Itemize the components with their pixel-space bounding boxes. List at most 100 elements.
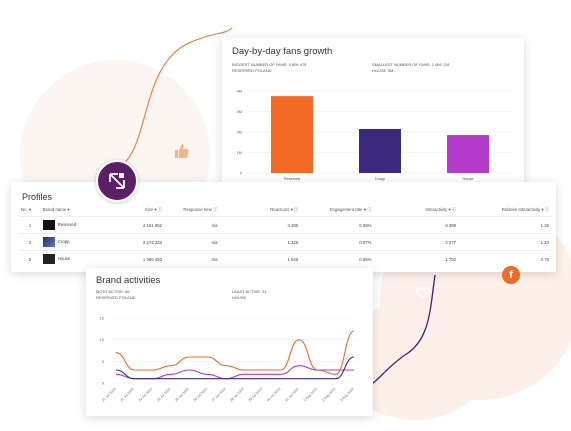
x-tick-label: Reserved [284,177,300,181]
cell-brand: Reserved [40,216,119,234]
bar-cropp [359,128,401,173]
cell-reactions: 1 545 [219,250,301,267]
table-row[interactable]: 1 Reserved 4 161 952 n/a 3 280 0.09% 6 3… [19,216,551,234]
series-line-2 [115,356,355,380]
cell-engagement: 0.09% [300,216,374,234]
smallest-fans-brand: HOUSE SM [372,67,394,73]
biggest-fans-stat: BIGGEST NUMBER OF FANS: 3 806 475 RESERV… [232,62,306,73]
table-row[interactable]: 3 House 1 966 493 n/a 1 545 0.06% 1 752 … [19,250,551,267]
info-icon: ⓘ [451,207,457,212]
cell-interactivity: 2 277 [373,233,459,251]
y-tick-label: 3M [236,109,242,114]
x-tick-label: 24 Jul 2022 [156,387,172,403]
x-tick-label: House [463,177,474,181]
most-active-stat: MOST ACTIVE: 66 RESERVED POLAND [96,289,136,300]
col-interactivity[interactable]: Interactivity ▾ ⓘ [425,207,457,212]
fans-growth-title: Day-by-day fans growth [232,46,333,57]
brand-activities-title: Brand activities [96,275,161,286]
cell-interactivity: 6 389 [373,216,459,234]
info-icon: ⓘ [367,207,372,212]
cell-response: n/a [164,216,220,234]
cell-relative: 1.25 [458,216,551,234]
y-tick-label: 4M [236,89,242,94]
smallest-fans-label: SMALLEST NUMBER OF FANS: 1 [372,62,436,67]
x-tick-label: 2 Aug 2022 [321,387,336,402]
y-tick-label: 2M [236,130,242,135]
cell-relative: 0.76 [458,250,551,267]
info-icon: ⓘ [293,207,299,212]
cell-response: n/a [164,233,220,251]
biggest-fans-value: 806 475 [291,62,307,67]
least-active-stat: LEAST ACTIVE: 31 HOUSE [232,289,267,300]
cell-no: 3 [19,250,41,267]
col-response-time[interactable]: Response time ⓘ [183,207,218,212]
x-tick-label: 22 Jul 2022 [119,387,135,403]
col-relative-interactivity[interactable]: Relative Interactivity ▾ ⓘ [501,207,549,212]
brand-avatar [42,220,55,230]
col-reactions[interactable]: Reactions ▾ ⓘ [270,207,299,212]
col-brand-name[interactable]: Brand name ▾ [42,207,70,212]
profiles-header-row: No. ▾ Brand name ▾ Size ▾ ⓘ Response tim… [19,204,551,217]
x-tick-label: 25 Jul 2022 [174,387,190,403]
fans-growth-card: Day-by-day fans growth BIGGEST NUMBER OF… [222,38,524,195]
x-tick-label: 28 Jul 2022 [229,387,245,403]
cell-reactions: 3 280 [219,216,301,234]
cell-brand: House [40,250,119,267]
brand-activities-card: Brand activities MOST ACTIVE: 66 RESERVE… [86,268,373,416]
cell-no: 1 [19,216,41,234]
info-icon: ⓘ [157,207,163,212]
thumbs-up-icon [175,144,189,158]
least-active-label: LEAST ACTIVE: 31 [232,289,267,294]
fans-bar-chart: 0 1M 2M 3M 4M Reserved Cropp House [236,89,512,181]
col-size[interactable]: Size ▾ ⓘ [144,207,163,212]
profiles-table: No. ▾ Brand name ▾ Size ▾ ⓘ Response tim… [19,204,551,267]
x-tick-label: 31 Jul 2022 [284,387,300,403]
x-tick-label: 3 Aug 2022 [339,387,354,402]
brand-name: Cropp [57,239,70,245]
y-tick-label: 0 [102,381,105,386]
profiles-card: Profiles No. ▾ Brand name ▾ Size ▾ ⓘ Res… [11,182,556,272]
cell-size: 4 161 952 [118,216,165,234]
x-tick-label: 1 Aug 2022 [303,387,318,402]
table-row[interactable]: 2 Cropp 2 274 333 n/a 1 325 0.07% 2 277 … [19,233,551,251]
biggest-fans-brand: RESERVED POLAND [232,67,272,73]
y-tick-label: 1M [236,150,242,155]
cell-engagement: 0.06% [300,250,374,267]
bar-reserved [271,96,313,173]
x-tick-label: 26 Jul 2022 [193,387,209,403]
x-tick-label: 29 Jul 2022 [248,387,264,403]
y-tick-label: 10 [100,337,105,342]
brand-avatar [42,237,55,247]
col-no[interactable]: No. ▾ [21,207,32,212]
sort-arrows-icon [96,160,138,202]
y-tick-label: 5 [102,359,105,364]
cell-reactions: 1 325 [219,233,301,251]
x-tick-label: Cropp [375,177,385,181]
cell-size: 2 274 333 [118,233,165,251]
biggest-fans-label: BIGGEST NUMBER OF FANS: 3 [232,62,292,67]
heart-icon [416,287,430,299]
x-tick-label: 23 Jul 2022 [138,387,154,403]
col-engagement-rate[interactable]: Engagement rate ▾ ⓘ [329,207,372,212]
brand-avatar [42,254,55,264]
cell-relative: 1.23 [458,233,551,251]
cell-size: 1 966 493 [118,250,165,267]
y-tick-label: 0 [240,171,243,176]
cell-interactivity: 1 752 [373,250,459,267]
most-active-brand: RESERVED POLAND [96,294,136,300]
y-tick-label: 15 [100,316,105,321]
info-icon: ⓘ [213,207,218,212]
least-active-brand: HOUSE [232,294,247,300]
cell-brand: Cropp [40,233,119,251]
x-tick-label: 21 Jul 2022 [101,387,117,403]
info-icon: ⓘ [544,207,549,212]
bar-house [447,135,489,173]
series-line-0 [115,330,355,375]
cell-no: 2 [19,233,41,251]
smallest-fans-value: 069 128 [435,62,450,67]
cell-engagement: 0.07% [300,233,374,251]
brand-name: Reserved [57,222,77,228]
facebook-icon: f [502,266,520,284]
